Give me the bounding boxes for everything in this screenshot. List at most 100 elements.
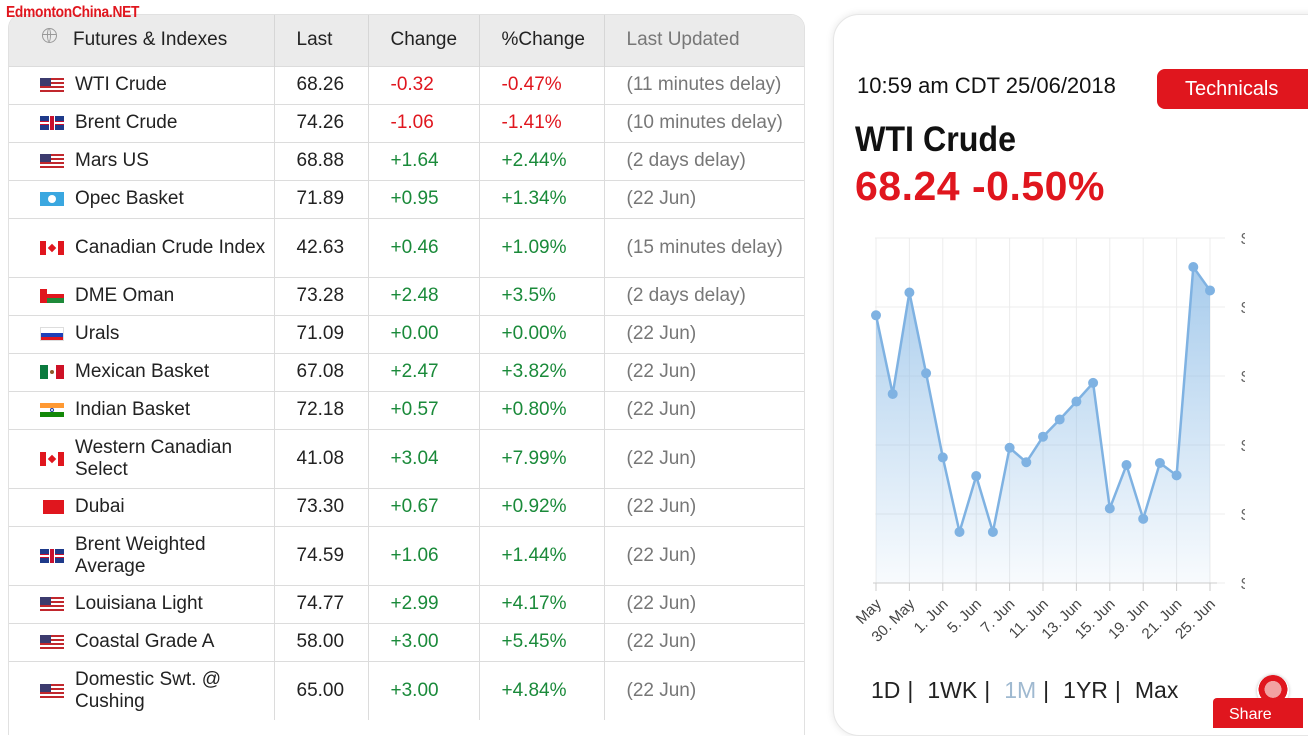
flag-ru-icon bbox=[40, 327, 64, 341]
flag-us-icon bbox=[40, 154, 64, 168]
price-change: +0.46 bbox=[368, 218, 480, 277]
commodity-name-label: Coastal Grade A bbox=[75, 631, 215, 652]
price-change: +2.47 bbox=[368, 353, 480, 391]
last-updated: (22 Jun) bbox=[626, 323, 697, 344]
price-change: +3.00 bbox=[368, 623, 480, 661]
commodity-name[interactable]: Mexican Basket bbox=[9, 353, 275, 391]
data-point bbox=[871, 310, 881, 321]
last-updated: (22 Jun) bbox=[626, 496, 697, 517]
y-tick-label: $67.00 bbox=[1241, 369, 1245, 386]
percent-change: +4.84% bbox=[479, 661, 605, 720]
data-point bbox=[1188, 261, 1199, 272]
table-row[interactable]: Dubai 73.30 +0.67 +0.92% (22 Jun) bbox=[9, 488, 804, 526]
commodity-name[interactable]: Urals bbox=[9, 315, 275, 353]
table-row[interactable]: Louisiana Light 74.77 +2.99 +4.17% (22 Jun) bbox=[9, 585, 804, 623]
table-row[interactable]: Brent Weighted Average 74.59 +1.06 +1.44% (2… bbox=[9, 526, 804, 585]
timeframe-1d[interactable]: 1D bbox=[871, 677, 901, 703]
percent-change: +0.92% bbox=[479, 488, 605, 526]
commodity-name[interactable]: Opec Basket bbox=[9, 180, 275, 218]
data-point bbox=[1121, 460, 1132, 471]
timeframe-separator: | bbox=[984, 677, 991, 703]
table-row[interactable]: Urals 71.09 +0.00 +0.00% (22 Jun) bbox=[9, 315, 804, 353]
table-row[interactable]: Brent Crude 74.26 -1.06 -1.41% (10 minutes d… bbox=[9, 104, 804, 142]
data-point bbox=[1205, 285, 1215, 296]
data-point bbox=[1088, 377, 1099, 388]
timeframe-1m[interactable]: 1M bbox=[1004, 677, 1037, 703]
header-last-updated[interactable]: Last Updated bbox=[626, 29, 740, 51]
flag-uk-icon bbox=[40, 548, 64, 563]
table-row[interactable]: Domestic Swt. @ Cushing 65.00 +3.00 +4.84% (… bbox=[9, 661, 804, 720]
data-point bbox=[904, 287, 915, 298]
table-row[interactable]: Coastal Grade A 58.00 +3.00 +5.45% (22 Jun) bbox=[9, 623, 804, 661]
commodity-name[interactable]: Canadian Crude Index bbox=[9, 218, 275, 277]
data-point bbox=[921, 368, 932, 379]
price-change: -0.32 bbox=[368, 66, 480, 104]
commodity-name[interactable]: Mars US bbox=[9, 142, 275, 180]
table-row[interactable]: Mars US 68.88 +1.64 +2.44% (2 days delay) bbox=[9, 142, 804, 180]
commodity-name[interactable]: Louisiana Light bbox=[9, 585, 275, 623]
last-price: 74.26 bbox=[274, 104, 369, 142]
percent-change: +1.34% bbox=[479, 180, 605, 218]
timeframe-separator: | bbox=[1043, 677, 1050, 703]
technicals-button[interactable]: Technicals bbox=[1157, 69, 1308, 109]
flag-in-icon bbox=[40, 403, 64, 417]
commodity-name-label: Indian Basket bbox=[75, 399, 191, 420]
flag-ca-icon bbox=[40, 451, 64, 466]
price-change: +1.64 bbox=[368, 142, 480, 180]
futures-table-panel: Futures & Indexes Last Change %Change La… bbox=[8, 14, 805, 735]
timeframe-1yr[interactable]: 1YR bbox=[1063, 677, 1108, 703]
commodity-name[interactable]: DME Oman bbox=[9, 277, 275, 315]
flag-om-icon bbox=[40, 289, 64, 303]
table-row[interactable]: Western Canadian Select 41.08 +3.04 +7.99% (… bbox=[9, 429, 804, 488]
commodity-name[interactable]: Brent Weighted Average bbox=[9, 526, 275, 585]
percent-change: +1.44% bbox=[479, 526, 605, 585]
table-row[interactable]: DME Oman 73.28 +2.48 +3.5% (2 days delay) bbox=[9, 277, 804, 315]
commodity-name[interactable]: Western Canadian Select bbox=[9, 429, 275, 488]
table-row[interactable]: Mexican Basket 67.08 +2.47 +3.82% (22 Jun) bbox=[9, 353, 804, 391]
commodity-name[interactable]: Brent Crude bbox=[9, 104, 275, 142]
commodity-name[interactable]: Indian Basket bbox=[9, 391, 275, 429]
commodity-name-label: DME Oman bbox=[75, 285, 175, 306]
table-row[interactable]: WTI Crude 68.26 -0.32 -0.47% (11 minutes del… bbox=[9, 66, 804, 104]
commodity-name[interactable]: Dubai bbox=[9, 488, 275, 526]
selected-commodity-price: 68.24 -0.50% bbox=[855, 163, 1105, 209]
table-row[interactable]: Opec Basket 71.89 +0.95 +1.34% (22 Jun) bbox=[9, 180, 804, 218]
last-updated: (22 Jun) bbox=[626, 593, 697, 614]
header-name[interactable]: Futures & Indexes bbox=[9, 15, 275, 66]
commodity-name-label: WTI Crude bbox=[75, 74, 167, 95]
commodity-name[interactable]: WTI Crude bbox=[9, 66, 275, 104]
last-price: 41.08 bbox=[274, 429, 369, 488]
header-pct-change[interactable]: %Change bbox=[479, 15, 605, 66]
data-point bbox=[1171, 470, 1182, 481]
percent-change: +7.99% bbox=[479, 429, 605, 488]
commodity-name[interactable]: Coastal Grade A bbox=[9, 623, 275, 661]
data-point bbox=[1071, 396, 1082, 407]
percent-change: +4.17% bbox=[479, 585, 605, 623]
commodity-name-label: Urals bbox=[75, 323, 120, 344]
table-row[interactable]: Indian Basket 72.18 +0.57 +0.80% (22 Jun) bbox=[9, 391, 804, 429]
commodity-name[interactable]: Domestic Swt. @ Cushing bbox=[9, 661, 275, 720]
y-tick-label: $65.00 bbox=[1241, 507, 1245, 524]
price-chart: $69.00$68.00$67.00$66.00$65.00$64.00May3… bbox=[853, 231, 1245, 646]
data-point bbox=[971, 471, 982, 482]
commodity-name-label: Louisiana Light bbox=[75, 593, 203, 614]
price-change: +3.00 bbox=[368, 661, 480, 720]
data-point bbox=[937, 452, 948, 463]
last-updated: (10 minutes delay) bbox=[626, 112, 783, 133]
last-price: 71.09 bbox=[274, 315, 369, 353]
header-change[interactable]: Change bbox=[368, 15, 480, 66]
data-point bbox=[954, 526, 965, 537]
timeframe-1wk[interactable]: 1WK bbox=[927, 677, 978, 703]
timeframe-max[interactable]: Max bbox=[1134, 677, 1179, 703]
data-point bbox=[1021, 457, 1032, 468]
percent-change: +0.80% bbox=[479, 391, 605, 429]
header-last[interactable]: Last bbox=[274, 15, 369, 66]
last-updated: (22 Jun) bbox=[626, 361, 697, 382]
commodity-name-label: Domestic Swt. @ Cushing bbox=[75, 668, 221, 712]
data-point bbox=[987, 526, 998, 537]
last-updated: (22 Jun) bbox=[626, 399, 697, 420]
share-button[interactable]: Share bbox=[1213, 698, 1303, 728]
last-updated: (22 Jun) bbox=[626, 447, 697, 469]
table-row[interactable]: Canadian Crude Index 42.63 +0.46 +1.09% (15 … bbox=[9, 218, 804, 277]
price-change: +2.48 bbox=[368, 277, 480, 315]
